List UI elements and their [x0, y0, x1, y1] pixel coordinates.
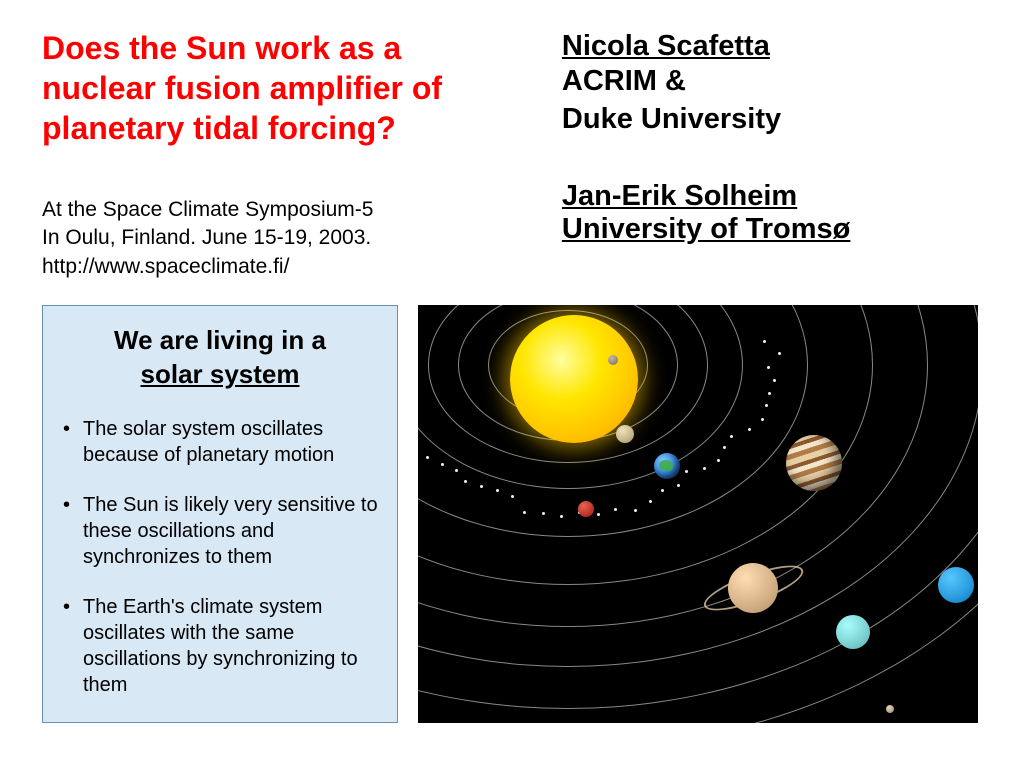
solar-system-diagram: [418, 305, 978, 723]
event-info: At the Space Climate Symposium-5 In Oulu…: [42, 196, 502, 281]
info-bullet: The Earth's climate system oscillates wi…: [61, 594, 379, 698]
asteroid-belt-dot: [717, 459, 720, 462]
info-bullet: The solar system oscillates because of p…: [61, 416, 379, 468]
event-url: http://www.spaceclimate.fi/: [42, 253, 502, 281]
planet-jupiter: [786, 435, 842, 491]
info-box-title: We are living in a solar system: [61, 324, 379, 392]
event-line: At the Space Climate Symposium-5: [42, 196, 502, 224]
author-block: Nicola Scafetta ACRIM & Duke University …: [562, 28, 978, 281]
sun: [510, 315, 638, 443]
asteroid-belt-dot: [773, 379, 776, 382]
info-title-line: solar system: [141, 359, 300, 389]
planet-mercury: [608, 355, 618, 365]
event-line: In Oulu, Finland. June 15-19, 2003.: [42, 224, 502, 252]
asteroid-belt-dot: [661, 489, 664, 492]
asteroid-belt-dot: [649, 500, 652, 503]
planet-pluto: [886, 705, 894, 713]
planet-uranus: [836, 615, 870, 649]
orbit: [418, 305, 978, 723]
author-affiliation: University of Tromsø: [562, 213, 978, 246]
asteroid-belt-dot: [685, 470, 688, 473]
planet-saturn: [728, 563, 778, 613]
slide: Does the Sun work as a nuclear fusion am…: [0, 0, 1020, 764]
asteroid-belt-dot: [767, 366, 770, 369]
bottom-row: We are living in a solar system The sola…: [42, 305, 978, 723]
author-affiliation: ACRIM &: [562, 63, 978, 101]
info-title-line: We are living in a: [114, 325, 326, 355]
asteroid-belt-dot: [542, 512, 545, 515]
planet-neptune: [938, 567, 974, 603]
slide-title: Does the Sun work as a nuclear fusion am…: [42, 28, 502, 148]
planet-venus: [616, 425, 634, 443]
planet-mars: [578, 501, 594, 517]
asteroid-belt-dot: [730, 435, 733, 438]
author-name: Nicola Scafetta: [562, 30, 978, 63]
author-name: Jan-Erik Solheim: [562, 180, 978, 213]
asteroid-belt-dot: [768, 392, 771, 395]
asteroid-belt-dot: [703, 467, 706, 470]
asteroid-belt-dot: [597, 513, 600, 516]
info-bullet-list: The solar system oscillates because of p…: [61, 416, 379, 698]
title-block: Does the Sun work as a nuclear fusion am…: [42, 28, 502, 281]
planet-earth: [654, 453, 680, 479]
info-box: We are living in a solar system The sola…: [42, 305, 398, 723]
info-bullet: The Sun is likely very sensitive to thes…: [61, 492, 379, 570]
top-row: Does the Sun work as a nuclear fusion am…: [42, 28, 978, 281]
asteroid-belt-dot: [441, 463, 444, 466]
author-affiliation: Duke University: [562, 101, 978, 139]
